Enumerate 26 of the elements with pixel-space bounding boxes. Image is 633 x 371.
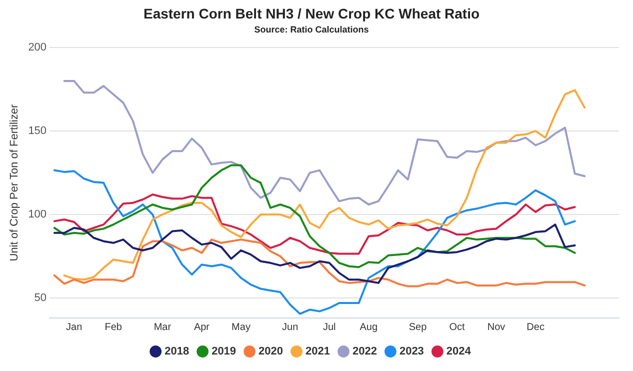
chart-subtitle: Source: Ratio Calculations (254, 24, 369, 35)
y-tick-label: 50 (34, 292, 47, 304)
x-tick-label: Jan (66, 322, 82, 333)
x-tick-label: Dec (526, 322, 544, 333)
x-tick-label: Mar (154, 322, 172, 333)
legend-label: 2019 (212, 346, 236, 358)
x-tick-label: Feb (104, 322, 122, 333)
x-tick-label: Oct (449, 322, 465, 333)
x-tick-label: Sep (408, 322, 428, 333)
y-axis-title: Unit of Crop Per Ton of Fertilizer (8, 104, 21, 262)
y-tick-label: 200 (28, 42, 47, 54)
x-tick-label: Nov (487, 322, 506, 333)
legend-label: 2022 (352, 346, 377, 358)
x-tick-label: Apr (194, 322, 210, 333)
legend-label: 2024 (446, 346, 472, 358)
x-tick-label: May (232, 322, 250, 333)
y-tick-label: 150 (28, 125, 47, 138)
chart-title: Eastern Corn Belt NH3 / New Crop KC Wheat Ratio (143, 5, 480, 22)
legend-label: 2023 (399, 346, 424, 358)
legend-label: 2021 (306, 346, 330, 358)
x-tick-label: Jun (282, 322, 298, 333)
y-tick-label: 100 (28, 208, 47, 221)
legend-label: 2020 (258, 346, 284, 358)
legend-label: 2018 (164, 346, 190, 358)
x-tick-label: Aug (360, 322, 378, 333)
x-tick-label: Jul (322, 322, 336, 333)
